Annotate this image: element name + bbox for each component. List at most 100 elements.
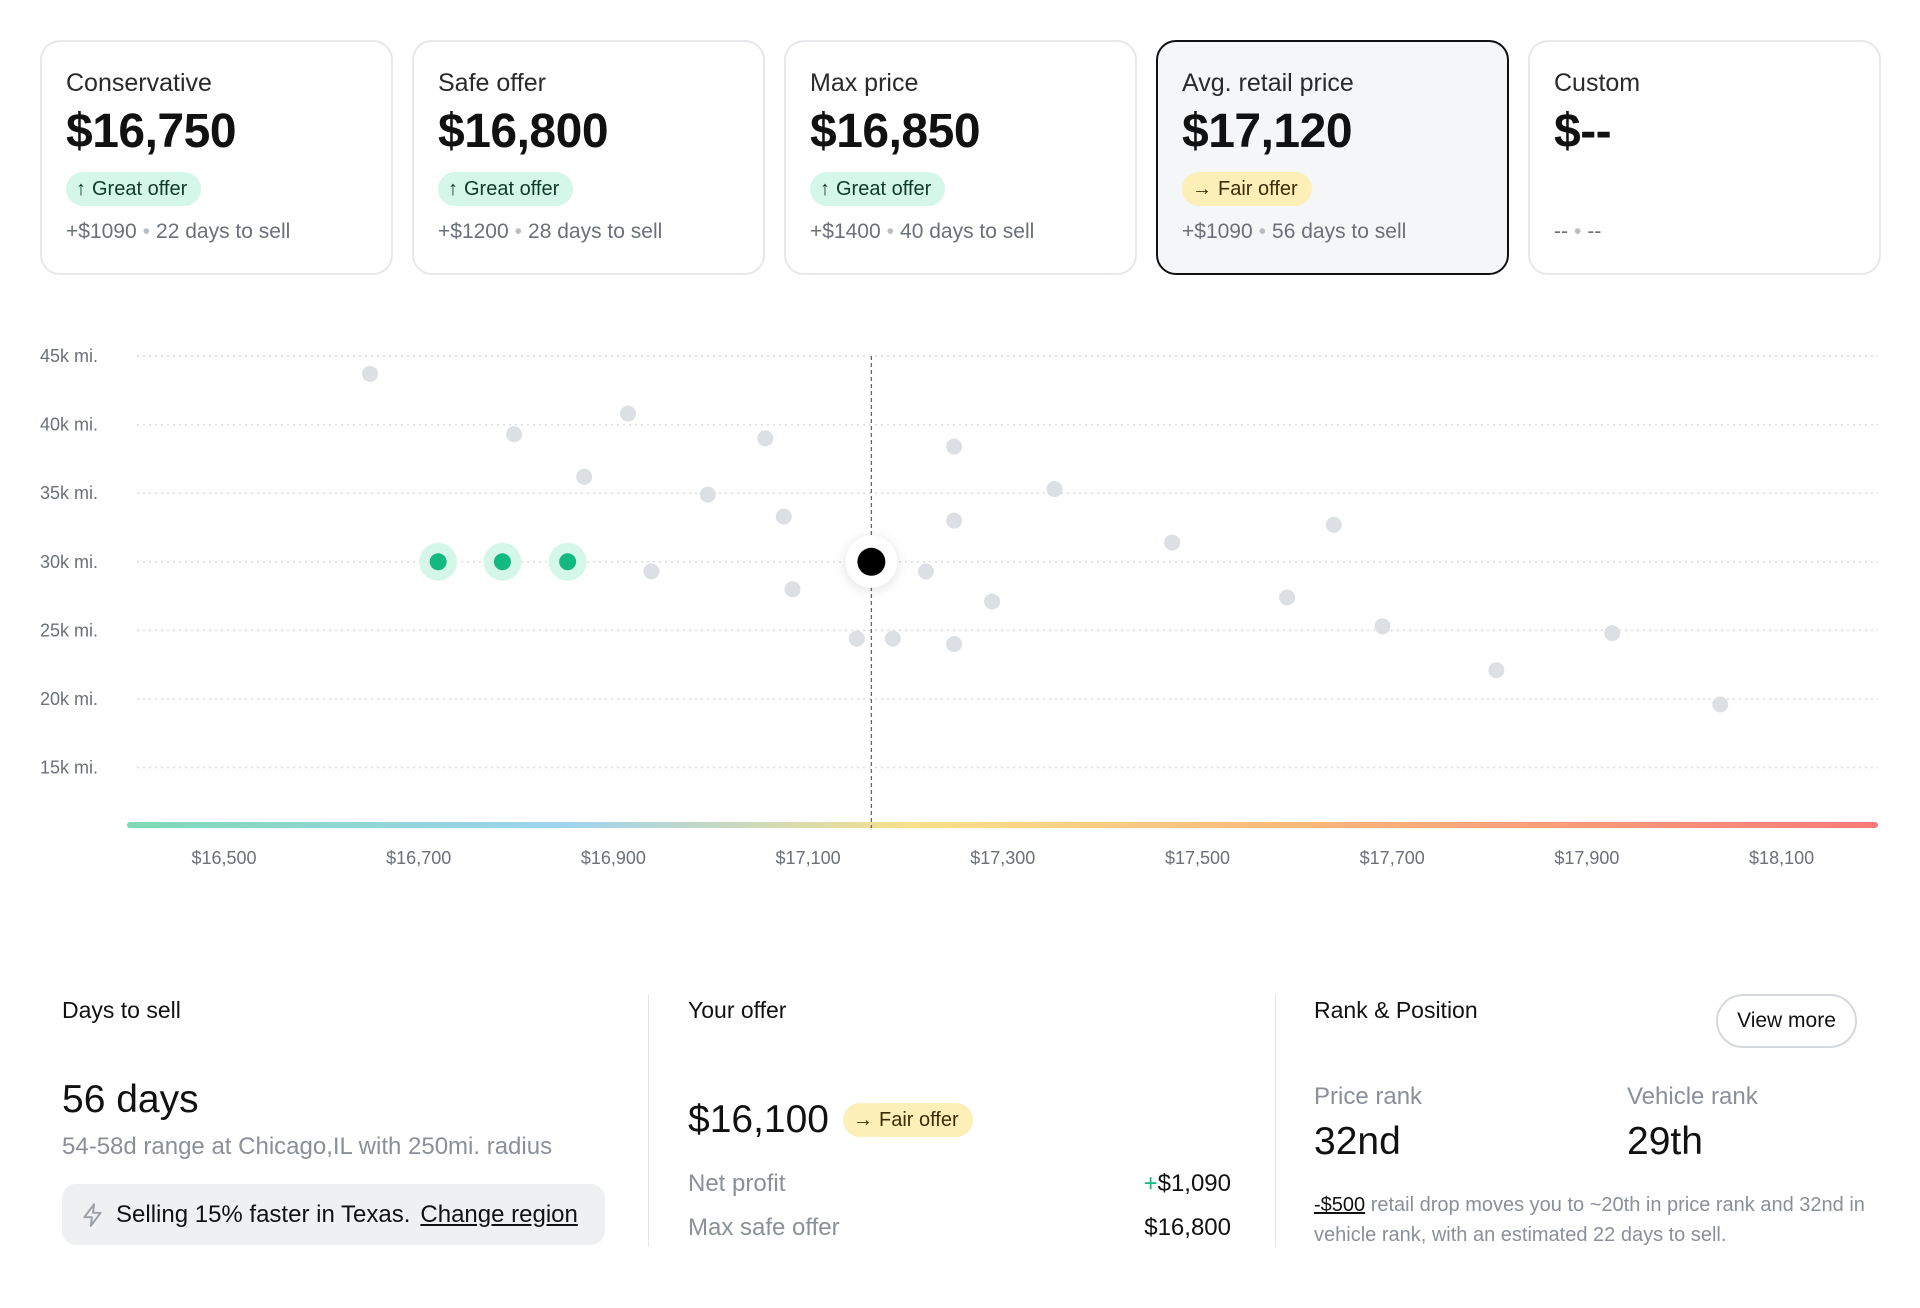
net-profit-label: Net profit <box>688 1170 786 1197</box>
market-listing-point[interactable] <box>362 365 379 382</box>
market-listing-point[interactable] <box>506 426 523 443</box>
offer-card-conservative[interactable]: Conservative $16,750 ↑ Great offer +$1090 •… <box>40 40 393 275</box>
market-listing-point[interactable] <box>784 581 801 598</box>
offer-point[interactable] <box>559 553 577 571</box>
card-profit: +$1090 <box>1182 220 1253 243</box>
y-tick-label: 15k mi. <box>40 758 98 778</box>
market-listing-point[interactable] <box>1488 662 1505 679</box>
market-listing-point[interactable] <box>1712 696 1729 713</box>
x-tick-label: $17,700 <box>1360 848 1425 868</box>
card-label: Max price <box>810 69 919 97</box>
max-safe-label: Max safe offer <box>688 1214 840 1241</box>
market-listing-point[interactable] <box>946 438 963 455</box>
card-label: Avg. retail price <box>1182 69 1354 97</box>
market-listing-point[interactable] <box>1164 534 1181 551</box>
vehicle-rank-value: 29th <box>1627 1120 1703 1163</box>
y-tick-label: 20k mi. <box>40 689 98 709</box>
market-listing-point[interactable] <box>1325 516 1342 533</box>
x-tick-label: $17,100 <box>776 848 841 868</box>
market-listing-point[interactable] <box>576 468 593 485</box>
x-tick-label: $17,300 <box>970 848 1035 868</box>
card-profit: +$1400 <box>810 220 881 243</box>
separator-dot: • <box>886 220 895 243</box>
market-listing-point[interactable] <box>620 405 637 422</box>
card-price: $16,850 <box>810 105 981 158</box>
card-price: $16,750 <box>66 105 237 158</box>
market-listing-point[interactable] <box>884 630 901 647</box>
card-price: $16,800 <box>438 105 609 158</box>
divider <box>648 994 649 1247</box>
market-listing-point[interactable] <box>757 430 774 447</box>
market-listing-point[interactable] <box>1046 481 1063 498</box>
offer-card-custom[interactable]: Custom $-- -- • -- <box>1528 40 1881 275</box>
net-profit-row: Net profit +$1,090 <box>688 1170 1231 1198</box>
y-tick-label: 35k mi. <box>40 483 98 503</box>
card-profit: +$1090 <box>66 220 137 243</box>
card-label: Safe offer <box>438 69 546 97</box>
great-offer-badge: ↑ Great offer <box>66 172 202 206</box>
days-to-sell-title: Days to sell <box>62 997 181 1023</box>
region-tip: Selling 15% faster in Texas. Change regi… <box>62 1184 605 1245</box>
market-listing-point[interactable] <box>1279 589 1296 606</box>
market-listing-point[interactable] <box>984 593 1001 610</box>
card-footer: +$1200 • 28 days to sell <box>438 220 662 244</box>
arrow-right-icon: → <box>852 1108 873 1131</box>
card-days: 56 days to sell <box>1272 220 1407 243</box>
badge-label: Great offer <box>836 177 932 200</box>
market-listing-point[interactable] <box>1604 625 1621 642</box>
your-offer-price-row: $16,100 → Fair offer <box>688 1098 973 1142</box>
card-footer: +$1090 • 56 days to sell <box>1182 220 1406 244</box>
price-gradient-axis <box>127 822 1878 828</box>
price-mileage-scatter-chart: 45k mi. 40k mi. 35k mi. 30k mi. 25k mi. 20k m… <box>40 346 1878 868</box>
market-listing-point[interactable] <box>946 512 963 529</box>
x-tick-label: $18,100 <box>1749 848 1814 868</box>
y-tick-label: 45k mi. <box>40 346 98 366</box>
badge-label: Great offer <box>464 177 560 200</box>
arrow-right-icon: → <box>1192 177 1212 200</box>
x-tick-label: $16,700 <box>386 848 451 868</box>
card-label: Custom <box>1554 69 1641 97</box>
market-listing-point[interactable] <box>917 563 934 580</box>
fair-offer-badge: → Fair offer <box>842 1103 973 1137</box>
offer-point[interactable] <box>493 553 511 571</box>
market-listing-point[interactable] <box>775 508 792 525</box>
change-region-link[interactable]: Change region <box>420 1200 578 1228</box>
days-range-text: 54-58d range at Chicago,IL with 250mi. r… <box>62 1133 553 1160</box>
tip-text: Selling 15% faster in Texas. <box>116 1200 411 1228</box>
arrow-up-icon: ↑ <box>448 177 458 200</box>
days-to-sell-value: 56 days <box>62 1078 199 1121</box>
x-tick-label: $16,500 <box>191 848 256 868</box>
separator-dot: • <box>1574 220 1582 243</box>
card-profit: +$1200 <box>438 220 509 243</box>
card-days: 28 days to sell <box>528 220 663 243</box>
card-footer: -- • -- <box>1554 220 1601 244</box>
card-days: 22 days to sell <box>156 220 291 243</box>
card-price: $17,120 <box>1182 105 1353 158</box>
separator-dot: • <box>142 220 151 243</box>
market-listing-point[interactable] <box>946 636 963 653</box>
y-tick-label: 25k mi. <box>40 620 98 640</box>
market-listing-point[interactable] <box>643 563 660 580</box>
price-rank-label: Price rank <box>1314 1083 1423 1110</box>
card-label: Conservative <box>66 69 212 97</box>
net-profit-sign: + <box>1143 1170 1158 1197</box>
price-drop-link[interactable]: -$500 <box>1314 1194 1366 1216</box>
market-listing-point[interactable] <box>1374 618 1391 635</box>
your-offer-title: Your offer <box>688 997 787 1023</box>
y-tick-label: 30k mi. <box>40 552 98 572</box>
divider <box>1275 994 1276 1247</box>
vehicle-rank-label: Vehicle rank <box>1627 1083 1758 1110</box>
card-profit: -- <box>1554 220 1568 243</box>
offer-card-max-price[interactable]: Max price $16,850 ↑ Great offer +$1400 • 40 … <box>784 40 1137 275</box>
arrow-up-icon: ↑ <box>820 177 830 200</box>
card-days: 40 days to sell <box>900 220 1035 243</box>
view-more-button[interactable]: View more <box>1716 994 1857 1048</box>
offer-card-safe-offer[interactable]: Safe offer $16,800 ↑ Great offer +$1200 • 28… <box>412 40 765 275</box>
offer-point[interactable] <box>429 553 447 571</box>
card-days: -- <box>1587 220 1602 243</box>
market-listing-point[interactable] <box>699 486 716 503</box>
market-listing-point[interactable] <box>848 630 865 647</box>
offer-card-avg-retail-price[interactable]: Avg. retail price $17,120 → Fair offer +$1… <box>1156 40 1509 275</box>
selected-vehicle-point[interactable] <box>857 547 886 576</box>
separator-dot: • <box>514 220 523 243</box>
